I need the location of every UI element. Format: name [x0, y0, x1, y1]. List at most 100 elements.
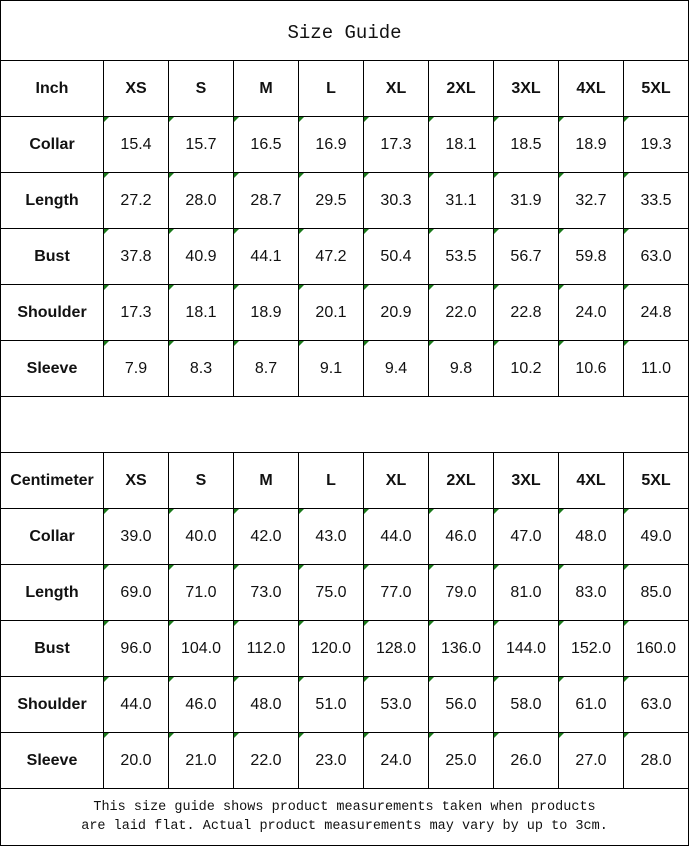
measurement-value: 32.7 [558, 172, 624, 229]
measurement-value: 25.0 [428, 732, 494, 789]
measurement-value: 19.3 [622, 116, 690, 173]
measurement-value: 29.5 [298, 172, 364, 229]
size-header: M [233, 60, 299, 117]
measurement-value: 53.5 [428, 228, 494, 285]
measurement-value: 51.0 [298, 676, 364, 733]
table-row: Shoulder 17.3 18.1 18.9 20.1 20.9 22.0 22.8 24.0… [0, 284, 690, 341]
size-header: 3XL [493, 452, 559, 509]
measurement-value: 28.7 [233, 172, 299, 229]
measurement-value: 120.0 [298, 620, 364, 677]
table-row: Bust 37.8 40.9 44.1 47.2 50.4 53.5 56.7 59.8 63.0 [0, 228, 690, 285]
measurement-value: 27.2 [103, 172, 169, 229]
measurement-value: 112.0 [233, 620, 299, 677]
measurement-value: 128.0 [363, 620, 429, 677]
measurement-value: 7.9 [103, 340, 169, 397]
measurement-value: 33.5 [622, 172, 690, 229]
measurement-value: 17.3 [103, 284, 169, 341]
measurement-value: 85.0 [622, 564, 690, 621]
measurement-value: 16.9 [298, 116, 364, 173]
measurement-label: Shoulder [0, 676, 104, 733]
size-header: XL [363, 452, 429, 509]
measurement-value: 10.6 [558, 340, 624, 397]
measurement-value: 40.0 [168, 508, 234, 565]
measurement-value: 75.0 [298, 564, 364, 621]
note-line2: are laid flat. Actual product measuremen… [81, 819, 608, 834]
measurement-value: 9.4 [363, 340, 429, 397]
spacer-row [0, 396, 690, 453]
measurement-value: 136.0 [428, 620, 494, 677]
measurement-value: 44.0 [363, 508, 429, 565]
size-header: 3XL [493, 60, 559, 117]
measurement-value: 56.0 [428, 676, 494, 733]
table-row: Sleeve 20.0 21.0 22.0 23.0 24.0 25.0 26.0 27.0 28… [0, 732, 690, 789]
measurement-value: 8.3 [168, 340, 234, 397]
measurement-label: Sleeve [0, 340, 104, 397]
measurement-value: 63.0 [622, 228, 690, 285]
table-row: Collar 15.4 15.7 16.5 16.9 17.3 18.1 18.5 18.9 19… [0, 116, 690, 173]
measurement-value: 53.0 [363, 676, 429, 733]
measurement-value: 16.5 [233, 116, 299, 173]
measurement-value: 20.0 [103, 732, 169, 789]
measurement-value: 44.1 [233, 228, 299, 285]
inch-unit-label: Inch [0, 60, 104, 117]
measurement-value: 96.0 [103, 620, 169, 677]
measurement-value: 22.8 [493, 284, 559, 341]
table-row: Shoulder 44.0 46.0 48.0 51.0 53.0 56.0 58.0 61.0… [0, 676, 690, 733]
measurement-value: 160.0 [622, 620, 690, 677]
inch-header-row: Inch XS S M L XL 2XL 3XL 4XL 5XL [0, 60, 690, 117]
measurement-label: Length [0, 172, 104, 229]
table-row: Length 69.0 71.0 73.0 75.0 77.0 79.0 81.0 83.0 85… [0, 564, 690, 621]
measurement-value: 18.1 [428, 116, 494, 173]
measurement-value: 40.9 [168, 228, 234, 285]
measurement-value: 18.9 [558, 116, 624, 173]
measurement-value: 18.9 [233, 284, 299, 341]
measurement-value: 59.8 [558, 228, 624, 285]
measurement-value: 73.0 [233, 564, 299, 621]
note-line1: This size guide shows product measuremen… [93, 800, 596, 815]
measurement-value: 46.0 [168, 676, 234, 733]
measurement-value: 58.0 [493, 676, 559, 733]
measurement-value: 83.0 [558, 564, 624, 621]
measurement-value: 21.0 [168, 732, 234, 789]
spacer-cell [0, 396, 690, 453]
measurement-value: 56.7 [493, 228, 559, 285]
measurement-value: 77.0 [363, 564, 429, 621]
measurement-value: 152.0 [558, 620, 624, 677]
measurement-label: Sleeve [0, 732, 104, 789]
size-header: 2XL [428, 60, 494, 117]
cm-header-row: Centimeter XS S M L XL 2XL 3XL 4XL 5XL [0, 452, 690, 509]
measurement-value: 9.8 [428, 340, 494, 397]
measurement-value: 18.1 [168, 284, 234, 341]
measurement-value: 15.7 [168, 116, 234, 173]
measurement-value: 24.8 [622, 284, 690, 341]
size-header: 5XL [622, 452, 690, 509]
table-row: Collar 39.0 40.0 42.0 43.0 44.0 46.0 47.0 48.0 49… [0, 508, 690, 565]
measurement-value: 48.0 [558, 508, 624, 565]
measurement-value: 28.0 [622, 732, 690, 789]
measurement-value: 18.5 [493, 116, 559, 173]
measurement-value: 144.0 [493, 620, 559, 677]
table-row: Sleeve 7.9 8.3 8.7 9.1 9.4 9.8 10.2 10.6 11.0 [0, 340, 690, 397]
measurement-value: 24.0 [363, 732, 429, 789]
measurement-value: 24.0 [558, 284, 624, 341]
measurement-value: 49.0 [622, 508, 690, 565]
measurement-value: 48.0 [233, 676, 299, 733]
measurement-label: Length [0, 564, 104, 621]
measurement-value: 8.7 [233, 340, 299, 397]
size-header: 5XL [622, 60, 690, 117]
measurement-note: This size guide shows product measuremen… [0, 788, 690, 846]
size-header: S [168, 60, 234, 117]
cm-unit-label: Centimeter [0, 452, 104, 509]
measurement-value: 44.0 [103, 676, 169, 733]
measurement-label: Collar [0, 508, 104, 565]
measurement-value: 50.4 [363, 228, 429, 285]
measurement-value: 47.2 [298, 228, 364, 285]
measurement-value: 26.0 [493, 732, 559, 789]
measurement-value: 11.0 [622, 340, 690, 397]
measurement-value: 9.1 [298, 340, 364, 397]
measurement-value: 28.0 [168, 172, 234, 229]
measurement-value: 31.1 [428, 172, 494, 229]
measurement-value: 63.0 [622, 676, 690, 733]
measurement-value: 10.2 [493, 340, 559, 397]
measurement-label: Shoulder [0, 284, 104, 341]
